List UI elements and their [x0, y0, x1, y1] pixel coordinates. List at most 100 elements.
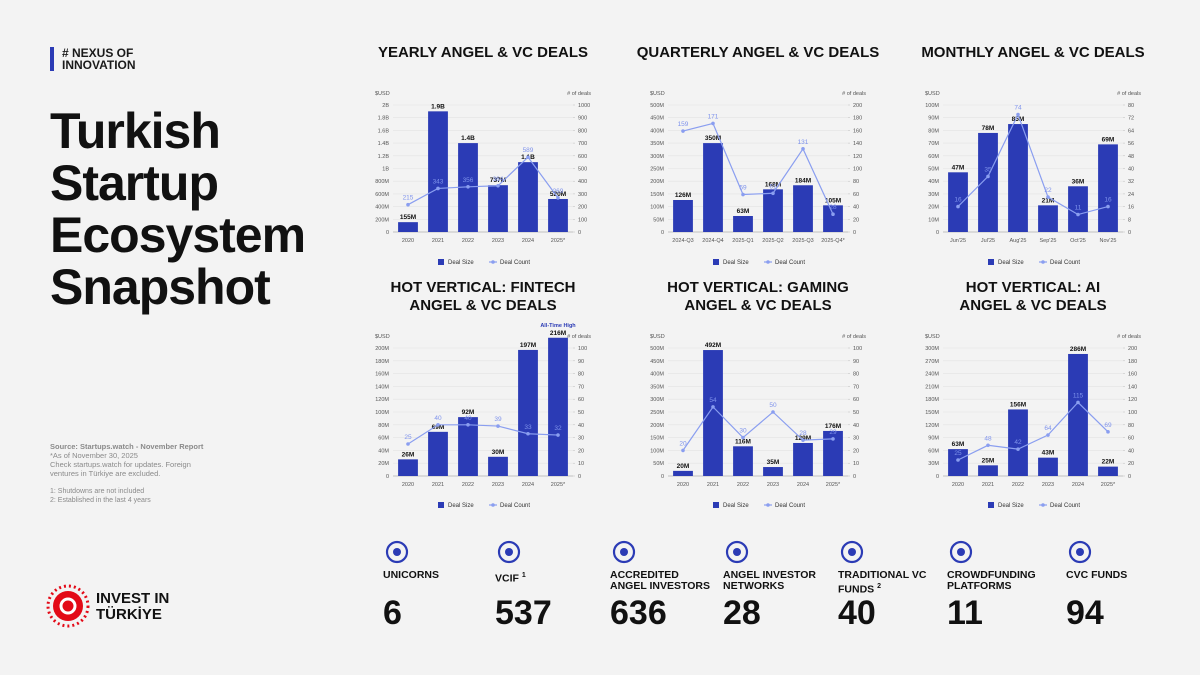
- icon-core: [505, 548, 513, 556]
- bar: [823, 430, 843, 476]
- bar: [398, 222, 418, 232]
- bar-label: 85M: [1012, 116, 1025, 123]
- stat-label: ACCREDITED ANGEL INVESTORS: [610, 569, 710, 592]
- legend-dot: [766, 503, 770, 507]
- logo-line: INVEST IN: [96, 590, 170, 607]
- x-tick-label: Aug'25: [1010, 238, 1027, 244]
- bar-label: 492M: [705, 342, 721, 349]
- bar-label: 30M: [492, 449, 505, 456]
- stat-label: UNICORNS: [383, 569, 440, 581]
- count-label: 20: [679, 440, 687, 447]
- bar-label: 36M: [1072, 178, 1085, 185]
- logo-line: TÜRKİYE: [96, 606, 162, 623]
- count-label: 589: [523, 147, 534, 154]
- y-tick-label: 100M: [650, 448, 664, 454]
- x-tick-label: 2023: [492, 482, 504, 488]
- legend-label: Deal Size: [723, 503, 749, 509]
- bar: [673, 199, 693, 232]
- x-tick-label: 2024: [797, 482, 809, 488]
- bar-label: 35M: [767, 459, 780, 466]
- y2-tick-label: 20: [578, 448, 584, 454]
- y-tick-label: 70M: [928, 141, 939, 147]
- bar: [733, 446, 753, 476]
- count-label: 33: [524, 424, 532, 431]
- y-tick-label: 0: [386, 474, 389, 480]
- count-dot: [526, 155, 530, 159]
- bar: [428, 111, 448, 232]
- y-tick-label: 100M: [925, 103, 939, 109]
- legend-label: Deal Count: [500, 260, 530, 266]
- bar: [1068, 353, 1088, 476]
- count-label: 35: [984, 166, 992, 173]
- y-tick-label: 120M: [375, 397, 389, 403]
- count-label: 48: [984, 435, 992, 442]
- x-tick-label: 2025-Q1: [732, 238, 753, 244]
- bar-label: 286M: [1070, 346, 1086, 353]
- bar: [1068, 186, 1088, 232]
- y2-tick-label: 400: [578, 179, 587, 185]
- stat-label-box: VCIF 1: [495, 570, 600, 585]
- legend-label: Deal Size: [448, 503, 474, 509]
- y-tick-label: 120M: [925, 423, 939, 429]
- legend-label: Deal Count: [775, 260, 805, 266]
- x-tick-label: Oct'25: [1070, 238, 1086, 244]
- source: Source: Startups.watch - November Report: [50, 442, 204, 451]
- bar-label: 21M: [1042, 197, 1055, 204]
- count-label: 28: [799, 430, 807, 437]
- footnote: 2: Established in the last 4 years: [50, 497, 151, 504]
- icon-shape: [1068, 540, 1092, 564]
- y-tick-label: 50M: [653, 217, 664, 223]
- legend-dot: [491, 503, 495, 507]
- y2-tick-label: 50: [853, 410, 859, 416]
- y-tick-label: 200M: [375, 217, 389, 223]
- y2-axis-label: # of deals: [842, 334, 866, 340]
- stat-value: 28: [723, 594, 761, 632]
- bar: [703, 143, 723, 232]
- x-tick-label: Sep'25: [1040, 238, 1057, 244]
- count-dot: [741, 435, 745, 440]
- x-tick-label: 2020: [677, 482, 689, 488]
- chart-title: ANGEL & VC DEALS: [684, 297, 831, 314]
- count-label: 343: [433, 178, 444, 185]
- count-dot: [956, 458, 960, 462]
- notes: Source: Startups.watch - November Report…: [50, 442, 210, 478]
- y-tick-label: 1B: [382, 167, 389, 173]
- y-tick-label: 90M: [928, 436, 939, 442]
- y2-tick-label: 500: [578, 167, 587, 173]
- icon-core: [1076, 548, 1084, 556]
- y2-tick-label: 80: [853, 372, 859, 378]
- y-tick-label: 0: [661, 474, 664, 480]
- bar: [823, 205, 843, 232]
- legend-label: Deal Count: [1050, 260, 1080, 266]
- page-title: Turkish Startup Ecosystem Snapshot: [50, 103, 306, 315]
- bar: [488, 456, 508, 476]
- count-dot: [801, 147, 805, 151]
- count-dot: [436, 186, 440, 191]
- count-label: 356: [463, 177, 474, 184]
- y2-tick-label: 100: [853, 167, 862, 173]
- logo-text: INVEST IN TÜRKİYE: [96, 591, 169, 623]
- y2-tick-label: 140: [853, 141, 862, 147]
- y2-tick-label: 50: [578, 410, 584, 416]
- count-label: 115: [1073, 392, 1084, 399]
- bar-label: 168M: [765, 181, 781, 188]
- legend-swatch: [438, 502, 444, 508]
- bar: [703, 350, 723, 476]
- y2-tick-label: 80: [1128, 423, 1134, 429]
- bar-label: 47M: [952, 164, 965, 171]
- x-tick-label: 2023: [767, 482, 779, 488]
- legend-swatch: [713, 259, 719, 265]
- charts: YEARLY ANGEL & VC DEALS0200M400M600M800M…: [375, 44, 1145, 509]
- count-label: 25: [404, 434, 412, 441]
- stat: UNICORNS 6: [383, 538, 493, 632]
- count-label: 159: [678, 121, 689, 128]
- y-axis-label: $USD: [375, 91, 390, 97]
- y-tick-label: 800M: [375, 179, 389, 185]
- x-tick-label: 2022: [462, 238, 474, 244]
- y2-tick-label: 90: [853, 359, 859, 365]
- count-label: 16: [1104, 197, 1112, 204]
- count-dot: [771, 410, 775, 414]
- count-dot: [496, 183, 500, 188]
- y-tick-label: 30M: [928, 192, 939, 198]
- icon-shape: [725, 540, 749, 564]
